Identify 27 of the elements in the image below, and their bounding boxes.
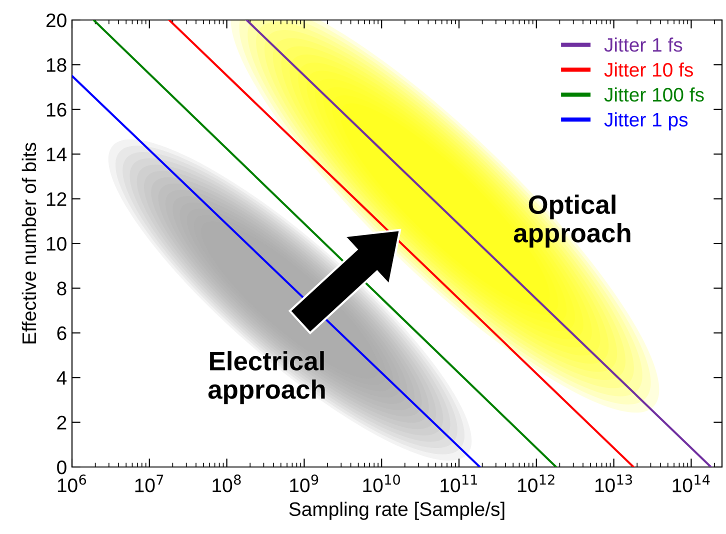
y-tick-label: 16: [46, 102, 66, 117]
x-tick-label: 10$^{6}$: [58, 474, 86, 492]
legend-label: Jitter 1 fs: [604, 38, 682, 52]
x-tick-label: 10$^{7}$: [135, 474, 164, 492]
y-tick-label: 0: [57, 460, 66, 474]
y-tick-label: 10: [46, 236, 66, 251]
x-tick-label: 10$^{10}$: [363, 474, 400, 492]
y-tick-label: 2: [57, 416, 66, 430]
y-axis-title: Effective number of bits: [22, 142, 36, 344]
x-tick-label: 10$^{9}$: [290, 474, 318, 492]
annotation: Electrical approach: [208, 351, 325, 404]
x-tick-label: 10$^{14}$: [672, 474, 710, 492]
x-tick-label: 10$^{12}$: [518, 474, 554, 492]
x-axis-title: Sampling rate [Sample/s]: [289, 502, 504, 520]
x-tick-label: 10$^{11}$: [440, 474, 478, 492]
y-tick-label: 20: [46, 13, 66, 28]
y-tick-label: 14: [46, 148, 67, 162]
legend-label: Jitter 10 fs: [604, 62, 693, 77]
y-tick-label: 4: [56, 371, 67, 385]
y-tick-label: 6: [57, 326, 66, 340]
x-tick-label: 10$^{8}$: [212, 474, 241, 492]
y-tick-label: 12: [46, 192, 66, 206]
legend-label: Jitter 100 fs: [604, 87, 704, 102]
y-tick-label: 8: [57, 282, 66, 296]
x-tick-label: 10$^{13}$: [595, 474, 632, 492]
y-tick-label: 18: [46, 58, 66, 72]
legend-label: Jitter 1 ps: [604, 112, 688, 130]
